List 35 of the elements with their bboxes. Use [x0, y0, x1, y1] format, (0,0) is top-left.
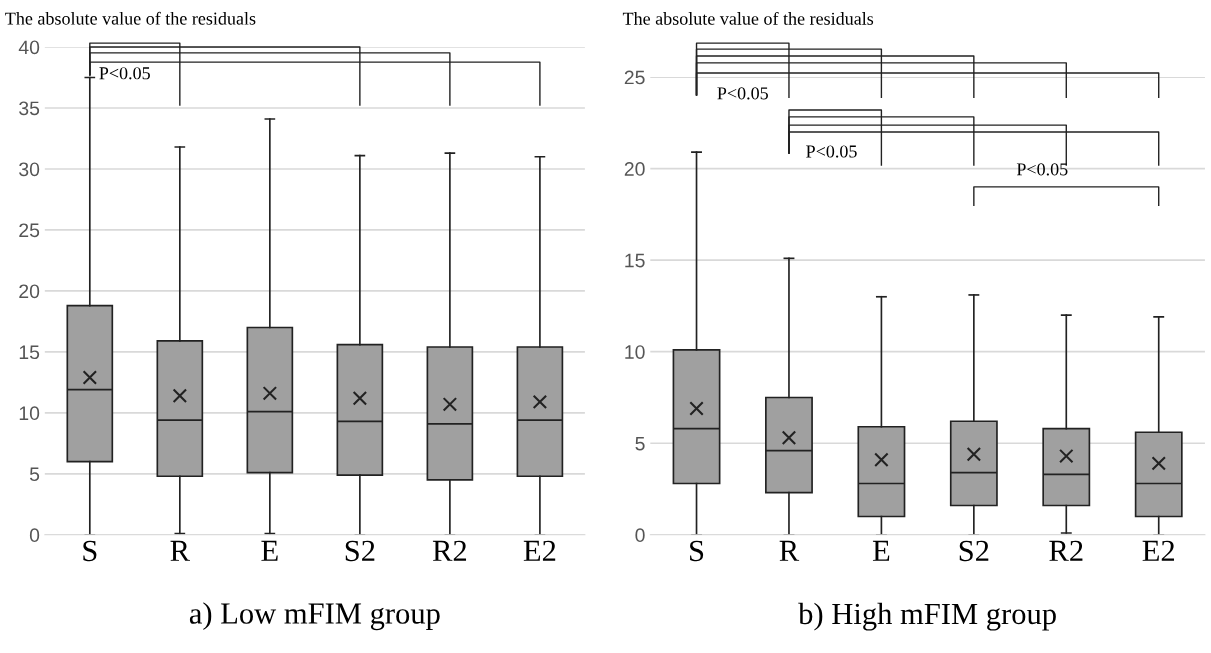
annotation: P<0.05 [717, 87, 768, 100]
x-tick-label: E [872, 540, 890, 561]
y-tick-label: 10 [19, 406, 40, 421]
y-axis-title: The absolute value of the residuals [5, 11, 256, 25]
y-tick-label: 10 [625, 345, 645, 359]
y-tick-label: 25 [19, 223, 40, 238]
x-tick-label: E [261, 540, 278, 561]
y-tick-label: 20 [19, 284, 40, 299]
y-tick-label: 0 [29, 528, 40, 543]
x-tick-label: R [170, 540, 190, 561]
x-tick-label: E2 [1142, 540, 1175, 561]
y-tick-label: 5 [635, 436, 645, 451]
x-tick-label: S2 [959, 540, 989, 562]
y-tick-label: 20 [624, 162, 645, 176]
y-tick-label: 30 [19, 162, 40, 177]
y-tick-label: 40 [18, 40, 40, 55]
y-tick-label: 35 [19, 101, 40, 116]
y-tick-label: 25 [624, 70, 645, 85]
annotation: P<0.05 [806, 145, 857, 158]
text: a) Low mFIM group [189, 602, 440, 631]
x-tick-label: R2 [432, 540, 467, 561]
y-tick-label: 0 [635, 528, 645, 543]
y-tick-label: 15 [625, 253, 645, 268]
text: b) High mFIM group [798, 602, 1056, 631]
x-tick-label: E2 [523, 540, 556, 561]
x-tick-label: S [690, 540, 704, 562]
y-axis-title: The absolute value of the residuals [622, 11, 874, 25]
x-tick-label: R [779, 540, 800, 561]
annotation: P<0.05 [1016, 163, 1068, 176]
annotation: P<0.05 [99, 67, 150, 80]
x-tick-label: S2 [345, 540, 375, 562]
x-tick-label: R2 [1049, 540, 1083, 561]
y-tick-label: 5 [29, 467, 40, 482]
y-tick-label: 15 [19, 345, 40, 360]
x-tick-label: S [83, 540, 97, 562]
